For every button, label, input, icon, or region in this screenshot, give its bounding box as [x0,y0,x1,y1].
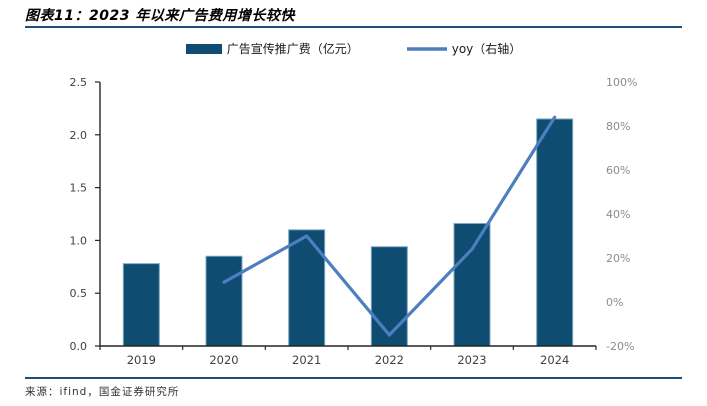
legend-item-bar-series: 广告宣传推广费（亿元） [185,40,359,57]
right-axis-tick-label: -20% [606,340,634,353]
right-axis-tick-label: 80% [606,120,630,133]
x-axis-tick-label: 2024 [540,353,569,367]
x-axis-tick-label: 2021 [292,353,321,367]
left-axis-tick-label: 2.5 [70,76,88,89]
right-axis-tick-label: 100% [606,76,637,89]
bar-2021 [288,229,326,347]
line-series-swatch-icon [406,46,447,51]
bar-series-swatch-icon [185,43,222,54]
right-axis-tick-label: 60% [606,164,630,177]
bar-2024 [536,118,574,347]
legend-item-line-series: yoy（右轴） [406,40,522,57]
legend-label-line-series: yoy（右轴） [451,42,522,56]
bar-2022 [370,246,408,347]
combo-chart-canvas: 0.0 0.5 1.0 1.5 2.0 2.5 -20% 0% 20% 40% 60% 80% 100%… [70,76,638,367]
left-axis-tick-label: 0.0 [70,340,88,353]
left-axis-tick-label: 1.0 [70,234,88,247]
x-axis-tick-label: 2019 [127,353,156,367]
bar-2020 [205,255,243,347]
source-note: 来源：ifind，国金证券研究所 [25,386,180,398]
right-axis-tick-label: 20% [606,252,630,265]
bar-2019 [122,263,160,347]
x-axis-tick-label: 2020 [209,353,238,367]
left-axis-tick-label: 2.0 [70,129,88,142]
right-axis-tick-label: 40% [606,208,630,221]
footer-rule [25,377,682,379]
title-underline-rule [25,26,682,28]
x-axis-tick-label: 2022 [375,353,404,367]
bar-2023 [453,223,491,347]
left-axis-tick-label: 1.5 [70,182,88,195]
legend: 广告宣传推广费（亿元） yoy（右轴） [0,40,707,57]
left-axis-tick-label: 0.5 [70,287,88,300]
legend-label-bar-series: 广告宣传推广费（亿元） [226,42,359,56]
x-axis-tick-label: 2023 [457,353,486,367]
figure-title: 图表11：2023 年以来广告费用增长较快 [25,8,295,24]
chart-area: 0.0 0.5 1.0 1.5 2.0 2.5 -20% 0% 20% 40% 60% 80% 100%… [0,68,707,370]
right-axis-tick-label: 0% [606,296,623,309]
yoy-line [222,115,557,337]
